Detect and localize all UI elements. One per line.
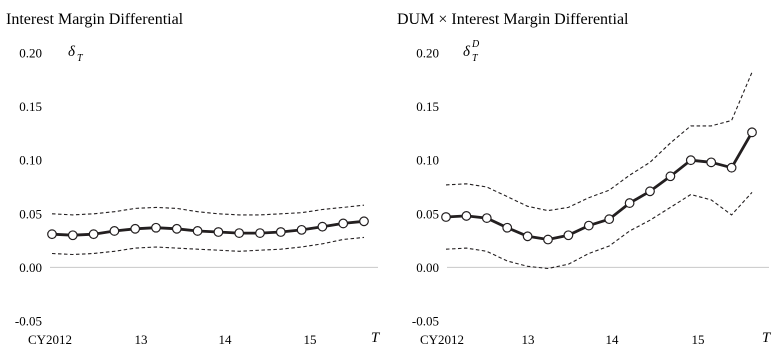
data-point xyxy=(461,211,472,221)
y-tick-label: 0.20 xyxy=(416,46,439,61)
data-point xyxy=(338,218,349,229)
data-point xyxy=(563,230,574,241)
data-point xyxy=(522,231,533,242)
data-point xyxy=(645,186,655,197)
data-point xyxy=(275,227,286,237)
data-point xyxy=(192,226,203,236)
data-point xyxy=(665,171,676,182)
y-tick-label: 0.05 xyxy=(19,206,42,221)
data-point xyxy=(624,198,635,208)
data-point xyxy=(67,230,78,241)
data-point xyxy=(481,213,492,223)
estimate-line xyxy=(445,131,754,241)
y-tick-label: 0.10 xyxy=(416,153,439,168)
x-tick-label: 15 xyxy=(692,332,705,347)
data-point xyxy=(47,229,57,240)
data-point xyxy=(685,155,696,166)
y-tick-label: 0.15 xyxy=(416,99,439,114)
data-point xyxy=(234,228,245,238)
y-tick-label: 0.20 xyxy=(19,46,42,61)
series-symbol: δ xyxy=(463,44,471,60)
x-tick-label: 14 xyxy=(219,332,233,347)
chart-title: DUM × Interest Margin Differential xyxy=(397,11,629,28)
series-symbol: δ xyxy=(68,44,76,60)
series-subscript: T xyxy=(77,53,84,64)
x-tick-label: 13 xyxy=(135,332,148,347)
data-point xyxy=(604,214,615,225)
x-axis-label: T xyxy=(762,330,772,346)
data-point xyxy=(726,162,737,173)
x-tick-label: 13 xyxy=(522,332,535,347)
estimate-line xyxy=(51,219,365,237)
data-point xyxy=(88,229,99,240)
x-tick-label: 15 xyxy=(304,332,317,347)
x-axis-label: T xyxy=(371,330,381,346)
lower-band-line xyxy=(445,192,753,270)
data-point xyxy=(543,234,553,245)
chart-title: Interest Margin Differential xyxy=(6,11,184,28)
data-point xyxy=(213,227,224,237)
series-subscript: T xyxy=(472,53,479,64)
y-tick-label: -0.05 xyxy=(412,314,439,329)
data-point xyxy=(317,221,328,232)
y-tick-label: 0.05 xyxy=(416,206,439,221)
y-tick-label: -0.05 xyxy=(15,314,42,329)
y-tick-label: 0.00 xyxy=(416,260,439,275)
data-point xyxy=(151,222,161,233)
data-point xyxy=(747,127,757,138)
data-point xyxy=(296,224,307,235)
data-point xyxy=(359,216,369,227)
data-point xyxy=(171,223,182,234)
lower-band-line xyxy=(51,236,365,256)
data-point xyxy=(255,228,265,238)
x-tick-label: CY2012 xyxy=(420,332,464,347)
data-point xyxy=(706,157,717,168)
y-tick-label: 0.00 xyxy=(19,260,42,275)
upper-band-line xyxy=(51,204,365,216)
upper-band-line xyxy=(445,72,753,212)
data-point xyxy=(583,220,594,231)
data-point xyxy=(441,212,451,222)
y-tick-label: 0.15 xyxy=(19,99,42,114)
x-tick-label: CY2012 xyxy=(28,332,72,347)
y-tick-label: 0.10 xyxy=(19,153,42,168)
series-superscript: D xyxy=(471,39,480,50)
data-point xyxy=(130,223,141,234)
data-point xyxy=(502,222,513,233)
x-tick-label: 14 xyxy=(606,332,620,347)
data-point xyxy=(109,226,120,236)
